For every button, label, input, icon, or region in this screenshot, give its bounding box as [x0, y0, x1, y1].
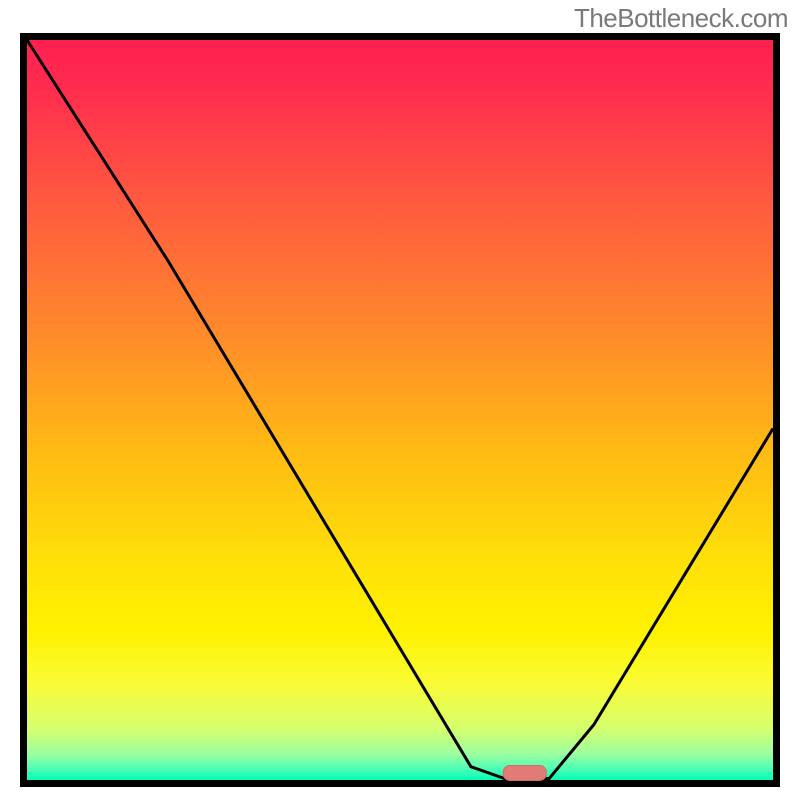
plot-area — [20, 33, 780, 787]
chart-frame: TheBottleneck.com — [0, 0, 800, 800]
watermark-text: TheBottleneck.com — [574, 3, 788, 34]
curve-path — [27, 40, 773, 779]
bottleneck-curve — [27, 40, 773, 780]
optimum-marker — [502, 765, 547, 781]
